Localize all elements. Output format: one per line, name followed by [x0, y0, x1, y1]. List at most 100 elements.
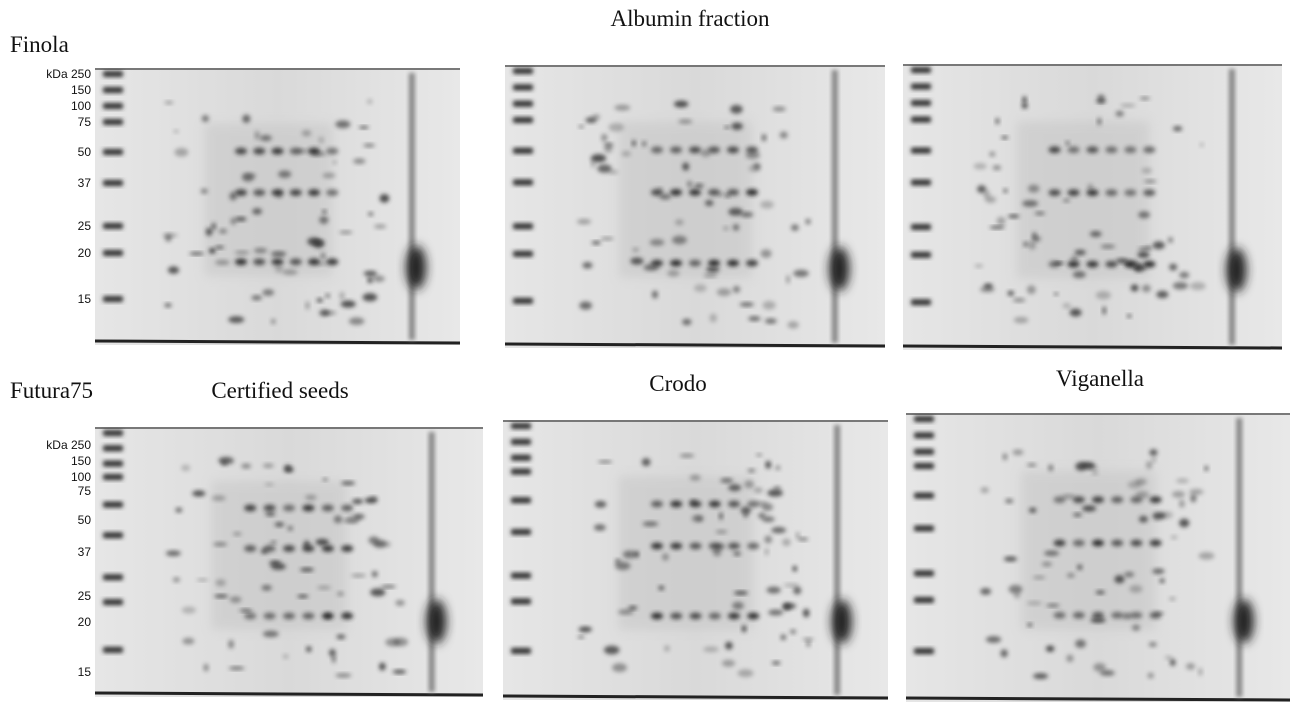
spot	[370, 588, 386, 597]
spot	[757, 512, 766, 519]
spot	[333, 515, 343, 524]
ladder-band	[511, 468, 531, 475]
spot	[1034, 211, 1046, 216]
spot	[708, 188, 720, 196]
ladder-band	[511, 528, 531, 535]
spot	[340, 300, 356, 308]
spot	[1167, 236, 1174, 243]
spot	[1176, 478, 1189, 484]
spot	[1149, 611, 1162, 619]
spot	[261, 584, 272, 591]
spot	[1003, 556, 1018, 562]
spot	[1092, 539, 1104, 547]
spot	[1115, 110, 1124, 117]
spot	[278, 170, 292, 178]
figure-title: Albumin fraction	[610, 6, 770, 31]
spot	[1005, 498, 1014, 504]
spot	[374, 224, 387, 229]
spot	[1032, 575, 1046, 580]
spot	[393, 637, 409, 647]
spot	[708, 259, 720, 267]
smear	[1016, 121, 1150, 279]
spot	[213, 542, 228, 547]
spot	[597, 164, 612, 173]
spot	[426, 599, 447, 644]
spot	[732, 285, 741, 293]
spot	[747, 542, 760, 550]
spot	[737, 669, 754, 678]
spot	[1014, 591, 1021, 599]
spot	[740, 506, 752, 515]
spot	[253, 247, 268, 254]
spot	[578, 124, 584, 129]
spot	[308, 258, 320, 266]
spot	[651, 259, 663, 267]
ladder-band	[914, 596, 934, 603]
spot	[747, 500, 760, 508]
streak	[834, 425, 841, 695]
spot	[274, 265, 284, 273]
column-label: Certified seeds	[211, 378, 348, 403]
spot	[228, 666, 245, 671]
ladder-band	[103, 501, 123, 508]
spot	[716, 288, 732, 297]
ladder-band	[511, 438, 531, 445]
gels	[94, 64, 1291, 702]
spot	[745, 151, 761, 160]
spot	[366, 98, 373, 105]
spot	[1070, 255, 1079, 262]
gel	[94, 427, 484, 697]
spot	[228, 316, 245, 324]
spot	[336, 634, 346, 640]
spot	[740, 211, 754, 218]
spot	[1233, 599, 1254, 644]
spot	[973, 163, 987, 170]
spot	[363, 270, 377, 277]
spot	[341, 504, 354, 512]
spot	[1135, 478, 1147, 486]
spot	[302, 612, 315, 620]
ladder-band	[513, 297, 533, 304]
spot	[1111, 539, 1124, 547]
spot	[321, 612, 334, 620]
spot	[287, 525, 293, 532]
spot	[831, 599, 852, 644]
spot	[767, 489, 783, 497]
spot	[316, 298, 323, 303]
gel	[905, 413, 1291, 702]
spot	[371, 570, 378, 578]
ladder-band	[911, 179, 931, 186]
spot	[283, 612, 295, 620]
spot	[322, 477, 328, 482]
spot	[670, 612, 683, 620]
spot	[1120, 103, 1136, 108]
spot	[1066, 654, 1074, 663]
spot	[215, 579, 226, 587]
spot	[301, 129, 312, 137]
marker-label: 50	[78, 145, 92, 159]
spot	[353, 158, 366, 165]
smear	[204, 123, 333, 276]
spot	[271, 189, 284, 197]
spot	[614, 104, 631, 111]
ladder-band	[103, 430, 123, 436]
spot	[269, 560, 281, 566]
spot	[1226, 247, 1247, 292]
spot	[1100, 244, 1116, 249]
spot	[235, 216, 247, 222]
row-label: Futura75	[10, 378, 93, 403]
ladder-band	[911, 116, 931, 123]
ladder-band	[513, 147, 533, 154]
spot	[325, 293, 331, 299]
smear	[211, 481, 348, 630]
spot	[321, 504, 334, 512]
marker-label: 150	[71, 454, 91, 468]
spot	[1002, 453, 1008, 461]
spot	[367, 277, 373, 284]
spot	[174, 147, 189, 157]
spot	[1179, 499, 1185, 508]
spot	[1045, 645, 1055, 652]
spot	[727, 146, 739, 154]
ladder-band	[513, 179, 533, 186]
spot	[604, 145, 613, 153]
